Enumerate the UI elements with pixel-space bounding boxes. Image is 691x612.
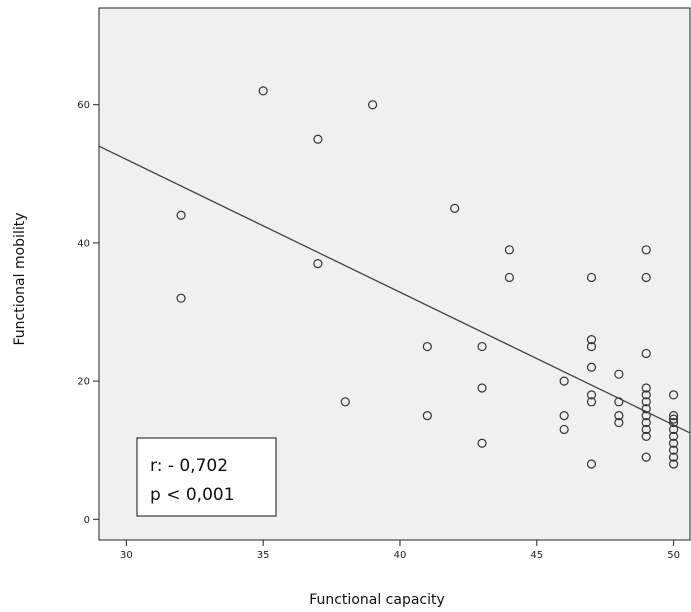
data-point [586, 341, 597, 352]
data-point [477, 438, 487, 448]
data-point [668, 431, 679, 441]
data-point [668, 390, 679, 400]
data-point [641, 390, 651, 400]
data-point [668, 459, 679, 469]
data-point [504, 245, 515, 255]
data-point [586, 335, 597, 345]
data-point [586, 390, 597, 400]
data-point [422, 341, 432, 352]
data-point [641, 452, 651, 462]
data-point [176, 293, 186, 303]
data-point [641, 272, 651, 283]
data-point [614, 397, 624, 407]
data-point [340, 397, 350, 407]
correlation-label: r: - 0,702 [150, 456, 228, 476]
x-axis: 30 35 40 45 50 [120, 540, 680, 561]
data-point [313, 259, 323, 269]
y-tick-label: 0 [84, 515, 90, 526]
data-point [668, 417, 679, 428]
data-point [668, 452, 679, 462]
x-tick-label: 35 [257, 550, 270, 561]
data-point [586, 397, 597, 407]
data-point [586, 272, 597, 283]
data-point [668, 424, 679, 435]
data-point [559, 411, 569, 421]
x-tick-label: 30 [120, 550, 133, 561]
y-tick-label: 20 [77, 377, 90, 388]
data-point [641, 383, 651, 393]
stats-annotation-box: r: - 0,702 p < 0,001 [136, 437, 277, 517]
regression-line [98, 145, 691, 434]
data-point [422, 411, 432, 421]
p-value-label: p < 0,001 [150, 485, 235, 505]
data-point [641, 417, 651, 428]
data-point [450, 203, 460, 213]
data-point [641, 424, 651, 435]
data-point [477, 341, 487, 352]
data-point [586, 362, 597, 372]
y-axis-title: Functional mobility [12, 213, 28, 346]
data-point [258, 86, 268, 96]
data-point [641, 411, 651, 421]
data-point [668, 411, 679, 421]
data-point [176, 210, 186, 220]
data-point [668, 414, 679, 424]
data-point [559, 376, 569, 386]
x-axis-title: Functional capacity [309, 592, 445, 608]
y-axis: 0 20 40 60 [77, 100, 99, 526]
data-point [368, 100, 378, 110]
data-point [641, 245, 651, 255]
y-tick-label: 40 [77, 238, 90, 249]
data-point [641, 397, 651, 407]
data-point [614, 369, 624, 379]
y-tick-label: 60 [77, 100, 90, 111]
data-point [641, 404, 651, 414]
data-point [641, 431, 651, 441]
data-point [614, 411, 624, 421]
data-point [504, 272, 515, 283]
data-point [614, 417, 624, 428]
x-tick-label: 50 [667, 550, 680, 561]
data-point [559, 424, 569, 435]
x-tick-label: 40 [394, 550, 407, 561]
x-tick-label: 45 [530, 550, 543, 561]
data-point [586, 459, 597, 469]
data-point [313, 134, 323, 144]
data-points [176, 86, 679, 469]
data-point [477, 383, 487, 393]
data-point [668, 438, 679, 448]
data-point [641, 348, 651, 359]
data-point [668, 445, 679, 455]
